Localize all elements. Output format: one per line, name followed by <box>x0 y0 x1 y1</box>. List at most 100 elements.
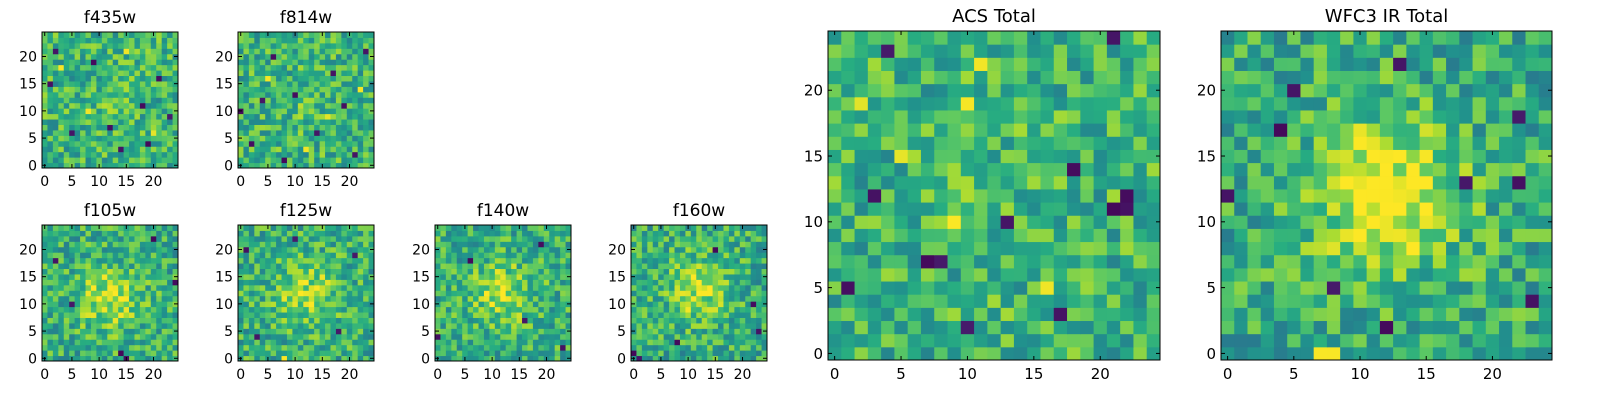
heatmap-cell <box>1247 294 1261 308</box>
heatmap-cell <box>276 263 282 269</box>
heatmap-cell <box>1274 215 1288 229</box>
heatmap-cell <box>330 236 336 242</box>
heatmap-cell <box>249 65 255 71</box>
heatmap-cell <box>506 269 512 275</box>
heatmap-cell <box>102 241 108 247</box>
heatmap-cell <box>1300 347 1314 361</box>
heatmap-cell <box>555 339 561 345</box>
heatmap-cell <box>96 296 102 302</box>
heatmap-cell <box>330 334 336 340</box>
heatmap-cell <box>167 345 173 351</box>
heatmap-cell <box>102 65 108 71</box>
heatmap-cell <box>58 70 64 76</box>
heatmap-cell <box>1512 334 1526 348</box>
heatmap-cell <box>527 225 533 231</box>
heatmap-cell <box>336 258 342 264</box>
heatmap-cell <box>314 130 320 136</box>
heatmap-cell <box>751 241 757 247</box>
heatmap-cell <box>145 285 151 291</box>
heatmap-cell <box>462 279 468 285</box>
heatmap-cell <box>96 263 102 269</box>
heatmap-cell <box>42 152 48 158</box>
heatmap-cell <box>162 334 168 340</box>
heatmap-cell <box>145 296 151 302</box>
heatmap-cell <box>446 301 452 307</box>
heatmap-cell <box>140 252 146 258</box>
heatmap-cell <box>538 301 544 307</box>
heatmap-cell <box>500 252 506 258</box>
heatmap-cell <box>894 189 908 203</box>
heatmap-cell <box>745 269 751 275</box>
heatmap-cell <box>162 135 168 141</box>
heatmap-cell <box>468 317 474 323</box>
heatmap-cell <box>271 130 277 136</box>
heatmap-cell <box>756 279 762 285</box>
heatmap-cell <box>718 312 724 318</box>
heatmap-cell <box>653 290 659 296</box>
heatmap-cell <box>156 54 162 60</box>
heatmap-cell <box>162 350 168 356</box>
heatmap-cell <box>75 328 81 334</box>
heatmap-cell <box>145 152 151 158</box>
heatmap-cell <box>1107 255 1121 269</box>
heatmap-cell <box>921 307 935 321</box>
heatmap-cell <box>254 328 260 334</box>
heatmap-cell <box>91 32 97 38</box>
heatmap-cell <box>691 269 697 275</box>
heatmap-cell <box>102 43 108 49</box>
heatmap-cell <box>691 263 697 269</box>
heatmap-cell <box>75 119 81 125</box>
heatmap-cell <box>75 225 81 231</box>
heatmap-cell <box>1274 242 1288 256</box>
heatmap-cell <box>987 176 1001 190</box>
heatmap-cell <box>484 252 490 258</box>
heatmap-cell <box>680 285 686 291</box>
heatmap-cell <box>113 81 119 87</box>
heatmap-cell <box>828 189 842 203</box>
heatmap-cell <box>249 70 255 76</box>
heatmap-cell <box>314 119 320 125</box>
heatmap-cell <box>908 70 922 84</box>
heatmap-cell <box>713 230 719 236</box>
heatmap-cell <box>1040 70 1054 84</box>
heatmap-cell <box>685 258 691 264</box>
heatmap-cell <box>156 152 162 158</box>
heatmap-cell <box>1420 294 1434 308</box>
y-tick-label: 20 <box>215 243 233 259</box>
heatmap-cell <box>1274 334 1288 348</box>
heatmap-cell <box>974 294 988 308</box>
heatmap-cell <box>457 225 463 231</box>
heatmap-cell <box>506 274 512 280</box>
heatmap-cell <box>921 136 935 150</box>
heatmap-cell <box>506 339 512 345</box>
heatmap-cell <box>276 296 282 302</box>
heatmap-cell <box>1067 70 1081 84</box>
heatmap-cell <box>243 328 249 334</box>
heatmap-cell <box>238 152 244 158</box>
heatmap-cell <box>511 339 517 345</box>
heatmap-cell <box>254 65 260 71</box>
heatmap-cell <box>75 258 81 264</box>
heatmap-cell <box>271 296 277 302</box>
heatmap-cell <box>462 301 468 307</box>
heatmap-cell <box>309 241 315 247</box>
heatmap-cell <box>309 157 315 163</box>
heatmap-cell <box>544 247 550 253</box>
heatmap-cell <box>69 92 75 98</box>
heatmap-cell <box>1486 242 1500 256</box>
heatmap-cell <box>53 301 59 307</box>
heatmap-cell <box>140 65 146 71</box>
heatmap-cell <box>828 123 842 137</box>
heatmap-cell <box>1080 97 1094 111</box>
heatmap-cell <box>298 76 304 82</box>
heatmap-cell <box>330 43 336 49</box>
heatmap-cell <box>538 350 544 356</box>
heatmap-cell <box>1512 268 1526 282</box>
heatmap-cell <box>440 230 446 236</box>
heatmap-cell <box>309 274 315 280</box>
heatmap-cell <box>647 350 653 356</box>
heatmap-cell <box>544 296 550 302</box>
heatmap-cell <box>64 37 70 43</box>
heatmap-cell <box>124 350 130 356</box>
heatmap-cell <box>363 103 369 109</box>
